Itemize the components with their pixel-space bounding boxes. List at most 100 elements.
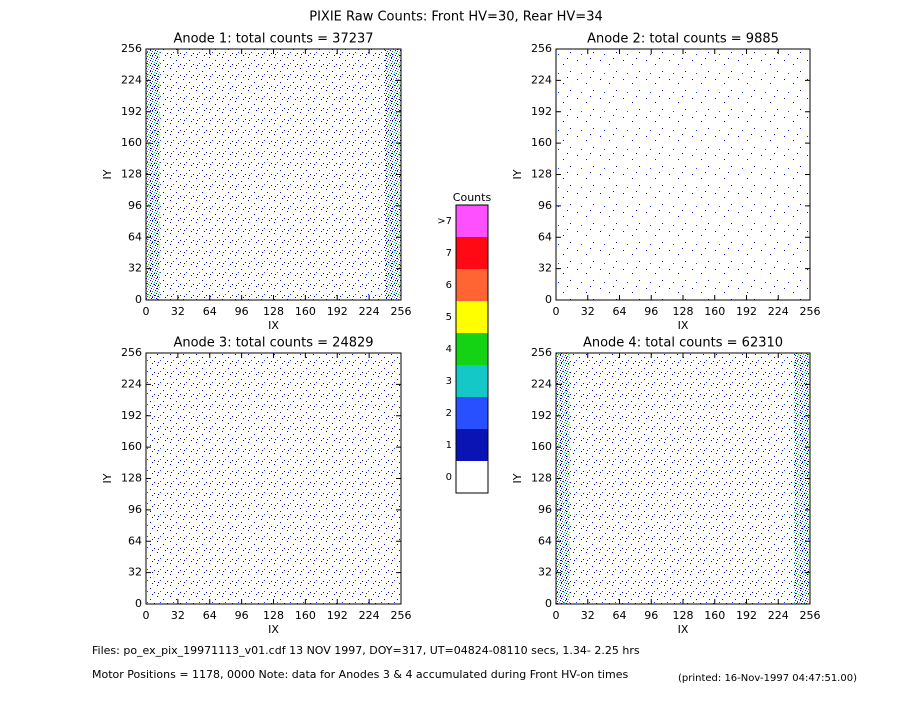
x-tick-label: 160 <box>295 609 316 622</box>
colorbar-label: 1 <box>446 440 452 451</box>
x-tick-label: 192 <box>327 609 348 622</box>
y-tick-label: 256 <box>121 346 142 359</box>
heatmap-image <box>146 353 401 604</box>
x-tick-label: 160 <box>295 305 316 318</box>
y-axis-label: IY <box>101 473 114 483</box>
y-tick-label: 96 <box>128 199 142 212</box>
y-tick-label: 192 <box>121 105 142 118</box>
y-tick-label: 128 <box>121 472 142 485</box>
x-tick-label: 32 <box>171 609 185 622</box>
x-tick-label: 160 <box>704 609 725 622</box>
x-tick-label: 96 <box>235 609 249 622</box>
y-tick-label: 96 <box>538 199 552 212</box>
colorbar-swatch <box>456 269 488 301</box>
y-tick-label: 224 <box>121 73 142 86</box>
y-tick-label: 256 <box>531 42 552 55</box>
panel-title: Anode 4: total counts = 62310 <box>583 336 783 351</box>
x-tick-label: 64 <box>613 305 627 318</box>
footer-text: (printed: 16-Nov-1997 04:47:51.00) <box>678 673 857 684</box>
x-tick-label: 0 <box>143 609 150 622</box>
x-tick-label: 128 <box>263 305 284 318</box>
y-tick-label: 32 <box>538 262 552 275</box>
x-tick-label: 256 <box>800 609 821 622</box>
y-tick-label: 32 <box>128 566 142 579</box>
x-tick-label: 256 <box>800 305 821 318</box>
y-tick-label: 128 <box>531 168 552 181</box>
x-tick-label: 32 <box>581 305 595 318</box>
x-tick-label: 192 <box>327 305 348 318</box>
y-tick-label: 160 <box>531 440 552 453</box>
colorbar-label: 3 <box>446 376 452 387</box>
colorbar-label: 0 <box>446 472 452 483</box>
panel-title: Anode 1: total counts = 37237 <box>173 32 373 47</box>
colorbar-label: 4 <box>446 344 452 355</box>
x-tick-label: 192 <box>736 609 757 622</box>
colorbar-swatch <box>456 205 488 237</box>
y-tick-label: 128 <box>121 168 142 181</box>
y-tick-label: 32 <box>538 566 552 579</box>
x-axis-label: IX <box>678 623 689 636</box>
panel-title: Anode 3: total counts = 24829 <box>173 336 373 351</box>
colorbar-label: 7 <box>446 248 452 259</box>
x-tick-label: 128 <box>673 609 694 622</box>
x-tick-label: 0 <box>553 305 560 318</box>
colorbar-title: Counts <box>453 191 492 204</box>
y-tick-label: 192 <box>531 409 552 422</box>
colorbar-label: >7 <box>437 216 452 227</box>
x-tick-label: 32 <box>171 305 185 318</box>
x-tick-label: 96 <box>235 305 249 318</box>
colorbar-swatch <box>456 365 488 397</box>
y-tick-label: 0 <box>545 293 552 306</box>
y-tick-label: 64 <box>128 534 142 547</box>
y-tick-label: 64 <box>538 534 552 547</box>
figure-title: PIXIE Raw Counts: Front HV=30, Rear HV=3… <box>309 10 603 25</box>
y-tick-label: 96 <box>128 503 142 516</box>
panel-title: Anode 2: total counts = 9885 <box>587 32 779 47</box>
y-tick-label: 256 <box>531 346 552 359</box>
y-tick-label: 0 <box>135 597 142 610</box>
colorbar-swatch <box>456 397 488 429</box>
x-tick-label: 224 <box>359 609 380 622</box>
colorbar-label: 6 <box>446 280 452 291</box>
x-tick-label: 0 <box>553 609 560 622</box>
colorbar-swatch <box>456 301 488 333</box>
x-tick-label: 96 <box>644 609 658 622</box>
y-tick-label: 224 <box>531 377 552 390</box>
y-tick-label: 32 <box>128 262 142 275</box>
y-tick-label: 192 <box>531 105 552 118</box>
x-tick-label: 128 <box>263 609 284 622</box>
y-tick-label: 224 <box>531 73 552 86</box>
y-axis-label: IY <box>101 169 114 179</box>
x-tick-label: 224 <box>768 305 789 318</box>
heatmap-image <box>556 49 810 300</box>
y-tick-label: 160 <box>121 136 142 149</box>
heatmap-image <box>146 49 401 300</box>
x-tick-label: 64 <box>613 609 627 622</box>
y-tick-label: 192 <box>121 409 142 422</box>
y-axis-label: IY <box>511 169 524 179</box>
footer-text: Motor Positions = 1178, 0000 Note: data … <box>92 668 628 681</box>
colorbar-label: 5 <box>446 312 452 323</box>
y-tick-label: 64 <box>538 230 552 243</box>
x-axis-label: IX <box>268 623 279 636</box>
y-tick-label: 160 <box>531 136 552 149</box>
y-tick-label: 160 <box>121 440 142 453</box>
x-tick-label: 128 <box>673 305 694 318</box>
x-tick-label: 256 <box>391 609 412 622</box>
x-tick-label: 192 <box>736 305 757 318</box>
y-axis-label: IY <box>511 473 524 483</box>
x-tick-label: 256 <box>391 305 412 318</box>
footer-text: Files: po_ex_pix_19971113_v01.cdf 13 NOV… <box>92 644 640 657</box>
x-tick-label: 224 <box>359 305 380 318</box>
x-tick-label: 96 <box>644 305 658 318</box>
x-axis-label: IX <box>678 319 689 332</box>
x-tick-label: 224 <box>768 609 789 622</box>
colorbar-swatch <box>456 237 488 269</box>
heatmap-image <box>556 353 810 604</box>
colorbar-label: 2 <box>446 408 452 419</box>
y-tick-label: 256 <box>121 42 142 55</box>
colorbar-swatch <box>456 333 488 365</box>
y-tick-label: 96 <box>538 503 552 516</box>
y-tick-label: 128 <box>531 472 552 485</box>
